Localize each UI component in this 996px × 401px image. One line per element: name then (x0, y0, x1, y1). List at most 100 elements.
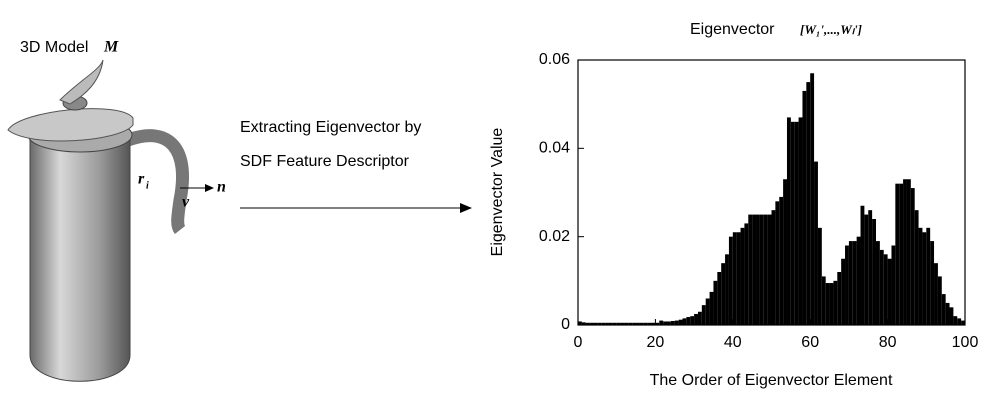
arrow-caption: Extracting Eigenvector by (240, 119, 421, 136)
bar (787, 117, 791, 325)
bar (694, 314, 698, 325)
bar (752, 215, 756, 325)
bar (930, 241, 934, 325)
radius-symbol: r (138, 171, 145, 188)
bar (779, 197, 783, 325)
bar (756, 215, 760, 325)
bar (911, 188, 915, 325)
bar (775, 201, 779, 325)
bar (830, 283, 834, 325)
bar (876, 241, 880, 325)
x-tick-label: 80 (879, 334, 897, 351)
bar (810, 73, 814, 325)
bar (845, 246, 849, 326)
chart-title: Eigenvector (690, 21, 775, 38)
x-tick-label: 100 (952, 334, 979, 351)
bar (868, 210, 872, 325)
x-tick-label: 0 (574, 334, 583, 351)
x-tick-label: 60 (801, 334, 819, 351)
bar (957, 318, 961, 325)
bar (853, 241, 857, 325)
bar (857, 237, 861, 325)
bar (737, 232, 741, 325)
bar (903, 179, 907, 325)
bar (721, 263, 725, 325)
bar (710, 292, 714, 325)
bar (946, 303, 950, 325)
x-tick-label: 20 (647, 334, 665, 351)
bar (733, 232, 737, 325)
normal-symbol: n (217, 179, 226, 196)
bar (717, 272, 721, 325)
y-tick-label: 0 (561, 316, 570, 333)
bar (880, 250, 884, 325)
plot: 0 0.02 0.04 0.06 0 20 40 60 80 100 (539, 51, 979, 351)
bar (888, 259, 892, 325)
bar (690, 316, 694, 325)
bar (702, 305, 706, 325)
y-tick-label: 0.06 (539, 51, 570, 68)
bar (864, 215, 868, 325)
bar (861, 206, 865, 325)
y-tick-label: 0.02 (539, 228, 570, 245)
bar (772, 210, 776, 325)
bar (806, 82, 810, 325)
bar (682, 318, 686, 325)
chart-title-formula: [W₁',...,Wₗ'] (800, 22, 862, 37)
bar (729, 237, 733, 325)
bar (799, 117, 803, 325)
bar (826, 283, 830, 325)
bar (679, 320, 683, 325)
bar (725, 254, 729, 325)
bar (884, 254, 888, 325)
bar (922, 232, 926, 325)
bar (795, 122, 799, 325)
bar (837, 272, 841, 325)
bar (802, 91, 806, 325)
bar (760, 215, 764, 325)
bar (926, 228, 930, 325)
bar (915, 210, 919, 325)
bar (791, 122, 795, 325)
bar (891, 246, 895, 326)
bar (833, 281, 837, 325)
figure: 3D Model M r i v n Extracting Eigenvecto… (0, 0, 996, 401)
bar (942, 294, 946, 325)
bar (686, 317, 690, 325)
x-tick-label: 40 (724, 334, 742, 351)
bar (748, 215, 752, 325)
bar (744, 223, 748, 325)
arrow-caption: SDF Feature Descriptor (240, 153, 410, 170)
bar (907, 179, 911, 325)
x-axis-label: The Order of Eigenvector Element (650, 372, 893, 389)
bar (818, 228, 822, 325)
pitcher (8, 60, 214, 381)
model-symbol: M (103, 39, 119, 56)
bar (953, 316, 957, 325)
bar (919, 228, 923, 325)
bar (841, 259, 845, 325)
radius-index: i (146, 180, 149, 191)
bar (899, 184, 903, 325)
view-symbol: v (182, 194, 190, 211)
bar (764, 215, 768, 325)
bar (895, 184, 899, 325)
bar (938, 276, 942, 325)
bar (659, 321, 663, 325)
y-tick-label: 0.04 (539, 140, 570, 157)
arrow-head (460, 203, 472, 213)
bar (822, 276, 826, 325)
bar (698, 312, 702, 325)
bar (741, 228, 745, 325)
bar (713, 281, 717, 325)
bar (675, 321, 679, 325)
model-label: 3D Model (20, 39, 88, 56)
bar (950, 307, 954, 325)
bar (934, 263, 938, 325)
bar (872, 219, 876, 325)
bar (768, 215, 772, 325)
bar (783, 179, 787, 325)
y-axis-label: Eigenvector Value (489, 128, 506, 257)
bar (706, 299, 710, 326)
bar (849, 241, 853, 325)
